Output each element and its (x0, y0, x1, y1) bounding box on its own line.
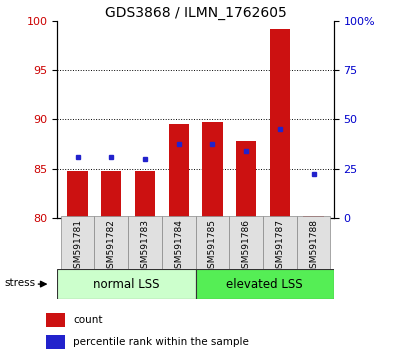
FancyBboxPatch shape (263, 216, 297, 271)
Title: GDS3868 / ILMN_1762605: GDS3868 / ILMN_1762605 (105, 6, 286, 20)
FancyBboxPatch shape (57, 269, 196, 299)
Bar (45, 313, 65, 327)
Bar (236, 141, 256, 218)
Bar (68, 171, 88, 218)
Text: GSM591787: GSM591787 (275, 219, 284, 274)
Bar (169, 124, 189, 218)
Text: GSM591782: GSM591782 (107, 219, 116, 274)
Text: GSM591788: GSM591788 (309, 219, 318, 274)
Text: normal LSS: normal LSS (93, 278, 160, 291)
FancyBboxPatch shape (94, 216, 128, 271)
FancyBboxPatch shape (128, 216, 162, 271)
FancyBboxPatch shape (61, 216, 94, 271)
Text: count: count (73, 315, 103, 325)
Bar (303, 216, 324, 218)
Text: GSM591784: GSM591784 (174, 219, 183, 274)
Text: elevated LSS: elevated LSS (226, 278, 303, 291)
Text: stress: stress (5, 278, 36, 287)
Bar (45, 335, 65, 349)
Bar (270, 29, 290, 218)
FancyBboxPatch shape (297, 216, 330, 271)
FancyBboxPatch shape (162, 216, 196, 271)
Text: GSM591781: GSM591781 (73, 219, 82, 274)
FancyBboxPatch shape (196, 269, 334, 299)
Bar (135, 171, 155, 218)
Text: GSM591785: GSM591785 (208, 219, 217, 274)
Text: GSM591783: GSM591783 (141, 219, 149, 274)
Text: GSM591786: GSM591786 (242, 219, 250, 274)
FancyBboxPatch shape (196, 216, 229, 271)
FancyBboxPatch shape (229, 216, 263, 271)
Text: percentile rank within the sample: percentile rank within the sample (73, 337, 249, 347)
Bar (202, 122, 222, 218)
Bar (101, 171, 121, 218)
